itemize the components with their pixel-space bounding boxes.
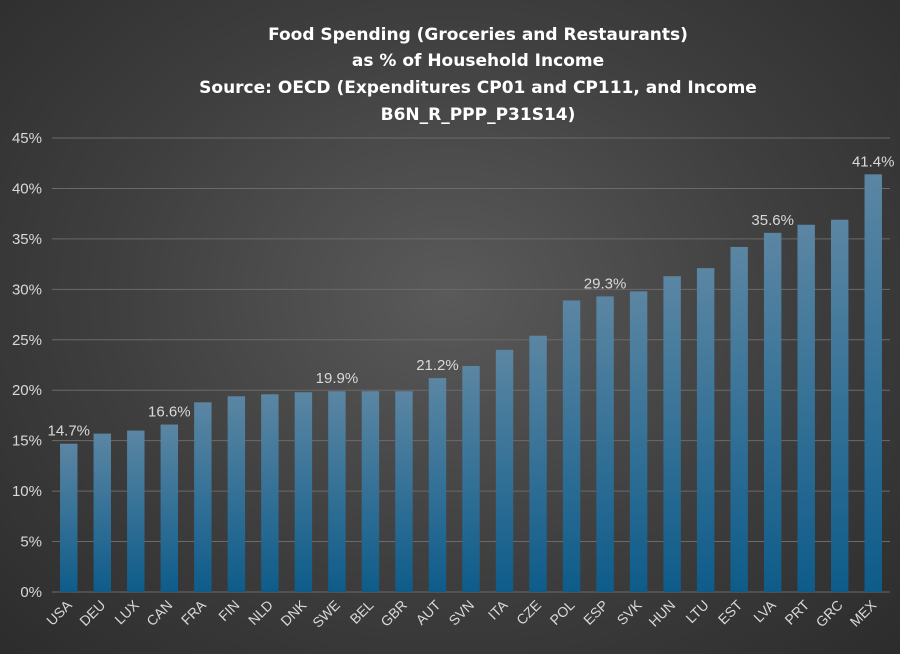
x-tick-label: GRC (813, 597, 846, 630)
data-label-esp: 29.3% (584, 275, 627, 292)
bar-fra (194, 402, 212, 592)
bar-bel (361, 391, 380, 592)
x-tick-label: DNK (277, 596, 310, 629)
x-axis-ticks: USA DEU LUX CAN FRA FIN NLD DNK SWE BEL GBR AUT SVN I… (43, 596, 880, 630)
x-tick-label: LTU (682, 597, 711, 626)
x-tick-label: PRT (781, 596, 812, 627)
data-label-mex: 41.4% (852, 153, 895, 170)
chart-title-line-1: Food Spending (Groceries and Restaurants… (268, 25, 688, 45)
y-tick-label: 40% (12, 180, 42, 197)
y-tick-label: 35% (12, 231, 42, 248)
bar-deu (93, 433, 111, 592)
x-tick-label: CZE (513, 597, 544, 628)
x-tick-label: ITA (485, 596, 511, 622)
bar-can (160, 424, 179, 592)
x-tick-label: LUX (111, 596, 142, 627)
bar-usa (60, 443, 78, 592)
bar-mex (864, 174, 882, 592)
x-tick-label: USA (43, 596, 75, 628)
bar-lva (763, 232, 782, 592)
x-tick-label: DEU (76, 597, 108, 629)
chart-title-line-3: Source: OECD (Expenditures CP01 and CP11… (199, 78, 757, 98)
data-label-usa: 14.7% (47, 423, 90, 440)
x-tick-label: ESP (580, 597, 611, 628)
x-tick-label: NLD (245, 597, 276, 628)
x-tick-label: POL (547, 597, 578, 628)
bar-grc (831, 219, 849, 592)
bar-fin (227, 396, 246, 592)
x-tick-label: SVN (445, 597, 477, 629)
x-tick-label: CAN (143, 597, 175, 629)
x-tick-label: SVK (614, 596, 646, 628)
bar-nld (261, 394, 279, 592)
data-label-aut: 21.2% (416, 357, 459, 374)
y-tick-label: 0% (20, 584, 42, 601)
data-label-lva: 35.6% (751, 212, 794, 229)
data-label-swe: 19.9% (316, 370, 359, 387)
chart-title-line-2: as % of Household Income (352, 51, 604, 71)
chart-title-line-4: B6N_R_PPP_P31S14) (381, 105, 576, 125)
bar-ita (495, 349, 514, 592)
x-tick-label: MEX (847, 596, 880, 629)
y-axis-ticks: 0% 5% 10% 15% 20% 25% 30% 35% 40% 45% (12, 130, 42, 601)
x-tick-label: FIN (215, 597, 242, 624)
bar-cze (529, 335, 547, 592)
x-tick-label: HUN (645, 597, 678, 630)
bar-swe (328, 391, 346, 592)
bar-prt (797, 224, 815, 592)
data-labels: 14.7% 16.6% 19.9% 21.2% 29.3% 35.6% 41.4% (47, 153, 894, 439)
y-tick-label: 25% (12, 332, 42, 349)
x-tick-label: GBR (377, 597, 410, 630)
x-tick-label: EST (715, 596, 746, 627)
bar-gbr (395, 391, 413, 592)
y-tick-label: 20% (12, 382, 42, 399)
bar-svk (629, 291, 648, 592)
bar-hun (663, 276, 681, 592)
chart-title: Food Spending (Groceries and Restaurants… (199, 25, 757, 125)
y-tick-label: 30% (12, 281, 42, 298)
y-tick-label: 5% (20, 534, 42, 551)
x-tick-label: LVA (750, 596, 779, 625)
y-tick-label: 45% (12, 130, 42, 147)
bar-ltu (696, 268, 715, 592)
bar-aut (428, 378, 447, 592)
bar-dnk (294, 392, 313, 592)
x-tick-label: AUT (412, 596, 443, 627)
y-tick-label: 10% (12, 483, 42, 500)
bar-pol (562, 300, 581, 592)
bars (60, 174, 882, 592)
x-tick-label: SWE (309, 597, 343, 631)
x-tick-label: FRA (178, 596, 210, 628)
bar-lux (127, 430, 145, 592)
bar-svn (462, 366, 480, 592)
y-tick-label: 15% (12, 433, 42, 450)
bar-esp (596, 296, 614, 592)
bar-est (730, 246, 748, 592)
data-label-can: 16.6% (148, 404, 191, 421)
x-tick-label: BEL (347, 597, 377, 627)
